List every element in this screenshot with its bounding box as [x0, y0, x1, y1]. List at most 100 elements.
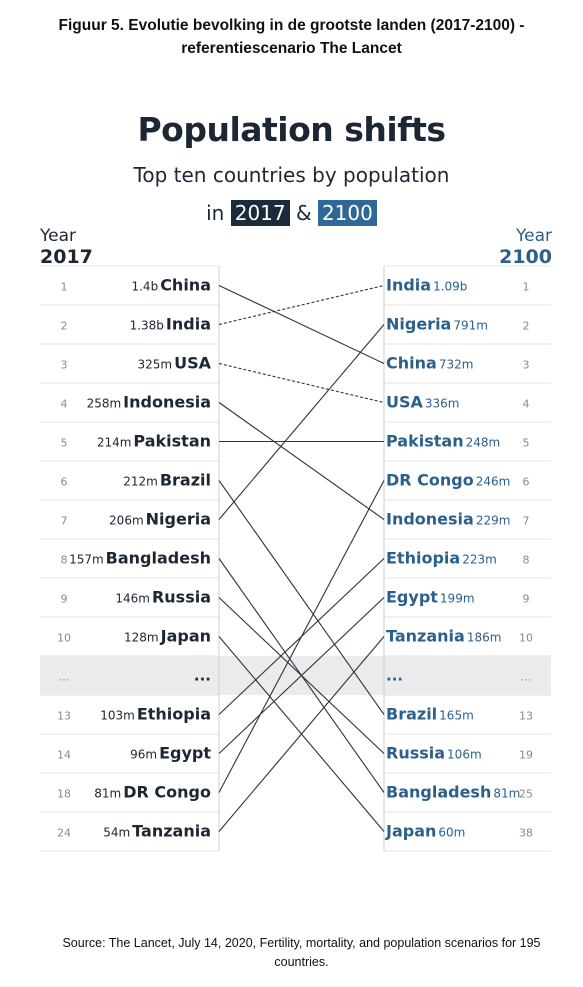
right-country-name: Japan — [385, 822, 436, 841]
right-value-label: 246m — [476, 475, 511, 489]
left-country-label: ... — [194, 667, 211, 685]
right-rank-label: 19 — [519, 749, 533, 762]
link-line-usa — [218, 362, 385, 404]
left-country-label: 258m Indonesia — [87, 393, 211, 412]
left-value-label: 206m — [109, 514, 144, 528]
link-line-nigeria — [218, 324, 385, 520]
right-rank-label: 7 — [523, 515, 530, 528]
right-year-badge: 2100 — [317, 200, 377, 226]
left-rank-label: 2 — [61, 320, 68, 333]
right-value-label: 60m — [438, 826, 465, 840]
right-rank-label: 6 — [523, 476, 530, 489]
left-country-name: Brazil — [160, 471, 211, 490]
left-country-name: Tanzania — [132, 822, 211, 841]
left-country-name: Ethiopia — [137, 705, 211, 724]
link-line-brazil — [218, 480, 385, 715]
left-value-label: 258m — [87, 397, 122, 411]
left-country-name: India — [166, 315, 211, 334]
right-country-name: USA — [386, 393, 424, 412]
left-country-name: DR Congo — [123, 783, 211, 802]
right-country-label: Pakistan 248m — [386, 432, 500, 451]
right-rank-label: 8 — [523, 554, 530, 567]
left-country-label: 103m Ethiopia — [100, 705, 211, 724]
left-value-label: 103m — [100, 709, 135, 723]
right-rank-label: 5 — [523, 437, 530, 450]
source-note: Source: The Lancet, July 14, 2020, Ferti… — [62, 936, 541, 969]
right-country-name: Egypt — [386, 588, 438, 607]
left-value-label: 214m — [97, 436, 132, 450]
right-rank-label: 25 — [519, 788, 533, 801]
right-value-label: 81m — [493, 787, 520, 801]
right-country-label: Bangladesh 81m — [386, 783, 520, 802]
right-country-label: Brazil 165m — [386, 705, 474, 724]
right-country-name: Brazil — [386, 705, 437, 724]
right-axis-year: 2100 — [499, 246, 552, 268]
left-year-badge: 2017 — [230, 200, 290, 226]
figure-caption: Figuur 5. Evolutie bevolking in de groot… — [58, 17, 525, 57]
left-country-label: 128m Japan — [124, 627, 211, 646]
left-rank-label: 9 — [61, 593, 68, 606]
right-country-label: USA 336m — [386, 393, 460, 412]
right-rank-label: 3 — [523, 359, 530, 372]
right-country-label: Ethiopia 223m — [386, 549, 497, 568]
right-country-label: India 1.09b — [386, 276, 467, 295]
left-country-name: Bangladesh — [106, 549, 211, 568]
right-country-label: Egypt 199m — [386, 588, 475, 607]
left-country-label: 206m Nigeria — [109, 510, 211, 529]
left-rank-label: 14 — [57, 749, 71, 762]
right-value-label: 199m — [440, 592, 475, 606]
left-rank-label: 8 — [61, 554, 68, 567]
left-rank-label: 13 — [57, 710, 71, 723]
link-line-indonesia — [218, 402, 385, 520]
left-country-label: 1.4b China — [131, 276, 211, 295]
left-country-name: Nigeria — [146, 510, 211, 529]
link-line-india — [218, 284, 385, 326]
right-rank-label: 2 — [523, 320, 530, 333]
left-value-label: 157m — [69, 553, 104, 567]
right-rank-label: 13 — [519, 710, 533, 723]
left-axis-year: 2017 — [40, 246, 93, 268]
left-country-label: 214m Pakistan — [97, 432, 211, 451]
right-value-label: 1.09b — [433, 280, 467, 294]
right-rank-label: 1 — [523, 281, 530, 294]
link-line-china — [218, 285, 385, 364]
right-country-label: Russia 106m — [386, 744, 482, 763]
link-line-tanzania — [218, 636, 385, 832]
right-rank-label: ... — [521, 671, 532, 684]
right-country-label: Japan 60m — [385, 822, 465, 841]
left-value-label: 54m — [103, 826, 130, 840]
right-country-name: Pakistan — [386, 432, 464, 451]
left-rank-label: ... — [59, 671, 70, 684]
left-rank-label: 5 — [61, 437, 68, 450]
right-country-label: China 732m — [386, 354, 473, 373]
right-value-label: 732m — [439, 358, 474, 372]
right-country-label: Tanzania 186m — [386, 627, 501, 646]
right-value-label: 229m — [476, 514, 511, 528]
left-rank-label: 7 — [61, 515, 68, 528]
left-country-label: 81m DR Congo — [94, 783, 211, 802]
right-axis-word: Year — [516, 226, 552, 246]
left-value-label: 325m — [138, 358, 173, 372]
link-line-egypt — [218, 597, 385, 754]
left-rank-label: 3 — [61, 359, 68, 372]
right-rank-label: 4 — [523, 398, 530, 411]
chart-subtitle: Top ten countries by population — [133, 163, 450, 187]
left-rank-label: 10 — [57, 632, 71, 645]
right-rank-label: 9 — [523, 593, 530, 606]
left-country-label: 96m Egypt — [130, 744, 211, 763]
left-rank-label: 1 — [61, 281, 68, 294]
left-value-label: 1.38b — [130, 319, 164, 333]
right-country-name: Indonesia — [386, 510, 474, 529]
right-country-label: Nigeria 791m — [386, 315, 488, 334]
left-country-name: Pakistan — [133, 432, 211, 451]
left-value-label: 96m — [130, 748, 157, 762]
left-rank-label: 6 — [61, 476, 68, 489]
left-value-label: 128m — [124, 631, 159, 645]
right-country-name: Nigeria — [386, 315, 451, 334]
left-country-label: 325m USA — [138, 354, 212, 373]
years-line: in 2017 & 2100 — [0, 200, 583, 226]
left-country-name: Russia — [152, 588, 211, 607]
left-value-label: 146m — [115, 592, 150, 606]
left-country-name: USA — [174, 354, 212, 373]
